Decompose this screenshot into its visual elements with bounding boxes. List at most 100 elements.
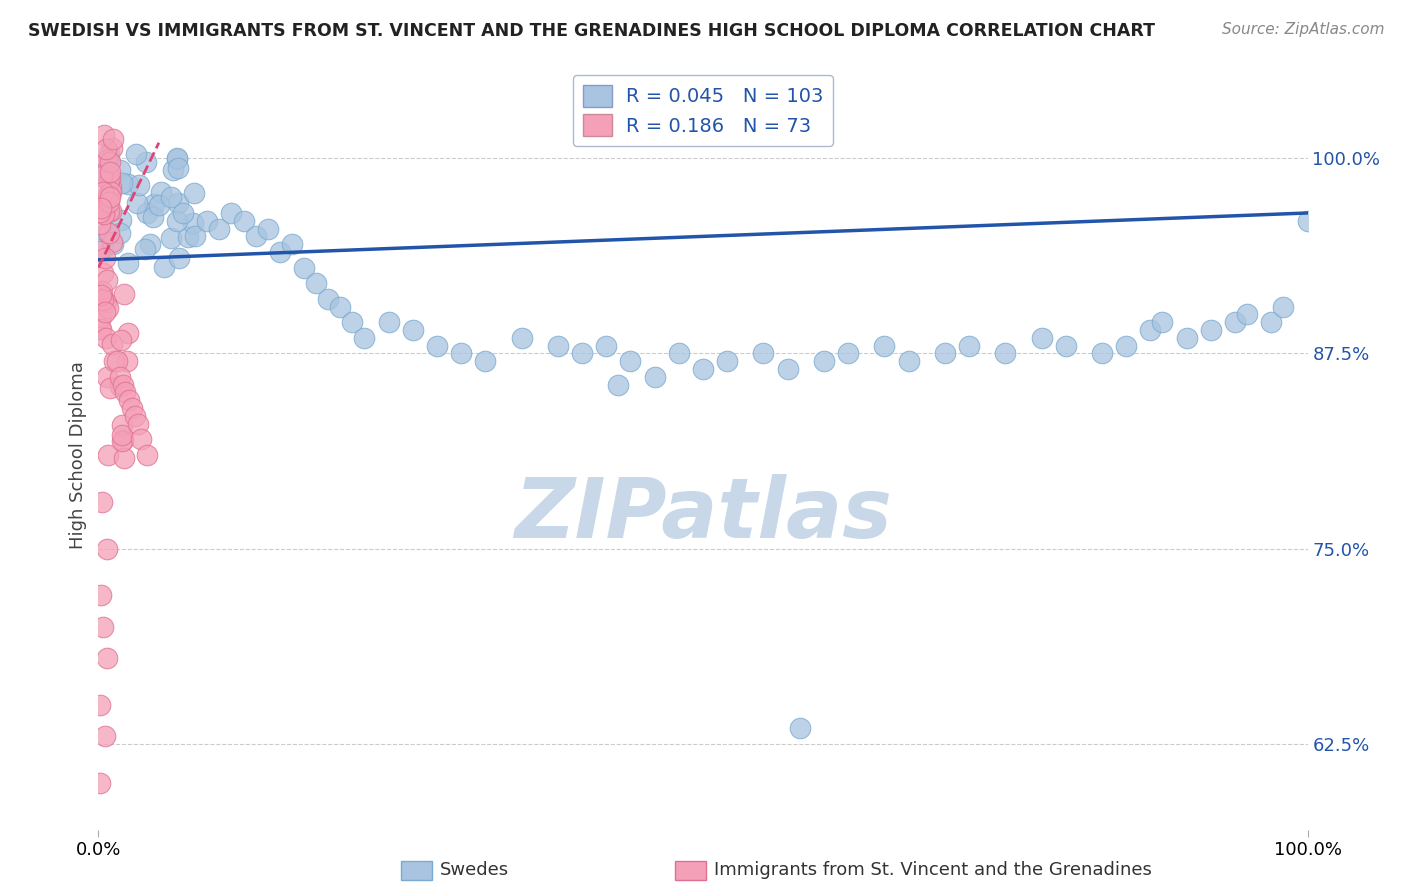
Point [98, 165, 121, 179]
Point [96, 541, 118, 556]
Point [91, 185, 114, 199]
Point [269, 245, 291, 260]
Point [121, 401, 143, 416]
Y-axis label: High School Diploma: High School Diploma [69, 361, 87, 549]
Point [1031, 331, 1053, 345]
Point [89, 776, 111, 790]
Point [1272, 300, 1295, 314]
Point [167, 252, 190, 266]
Point [135, 206, 157, 220]
Point [117, 326, 139, 340]
Point [96, 194, 118, 209]
Point [118, 393, 141, 408]
Point [195, 214, 218, 228]
Point [142, 197, 165, 211]
Point [142, 210, 165, 224]
Point [89, 167, 111, 181]
Point [1296, 214, 1319, 228]
Point [96, 142, 118, 156]
Point [108, 227, 131, 241]
Point [91, 620, 114, 634]
Point [97, 203, 120, 218]
Point [97, 153, 120, 168]
Point [111, 434, 134, 448]
Point [1223, 315, 1246, 329]
Point [96, 225, 118, 239]
Point [134, 242, 156, 256]
Point [108, 162, 131, 177]
Point [281, 237, 304, 252]
Point [305, 276, 328, 290]
Point [837, 346, 859, 360]
Point [97, 188, 120, 202]
Point [245, 229, 267, 244]
Point [135, 448, 157, 462]
Point [994, 346, 1017, 360]
Point [93, 266, 115, 280]
Point [607, 377, 630, 392]
Point [108, 379, 131, 393]
Point [127, 417, 149, 431]
Point [162, 162, 184, 177]
Point [98, 189, 121, 203]
Point [129, 433, 152, 447]
Point [619, 354, 641, 368]
Point [208, 221, 231, 235]
Point [127, 196, 149, 211]
Text: Immigrants from St. Vincent and the Grenadines: Immigrants from St. Vincent and the Gren… [714, 861, 1152, 879]
Point [103, 354, 125, 368]
Point [90, 201, 112, 215]
Point [184, 229, 207, 244]
Point [124, 409, 146, 423]
Point [97, 146, 120, 161]
Point [117, 177, 139, 191]
Point [510, 331, 533, 345]
Point [873, 338, 896, 352]
Point [100, 204, 122, 219]
Point [89, 288, 111, 302]
Point [94, 252, 117, 266]
Point [89, 218, 111, 232]
Point [221, 206, 243, 220]
Point [128, 178, 150, 192]
Point [110, 212, 132, 227]
Point [98, 381, 121, 395]
Point [90, 494, 112, 508]
Point [97, 174, 120, 188]
Point [96, 273, 118, 287]
Point [426, 338, 449, 352]
Point [90, 589, 112, 603]
Point [89, 205, 111, 219]
Point [90, 310, 112, 324]
Point [111, 433, 134, 447]
Point [108, 369, 131, 384]
Point [112, 287, 135, 301]
Point [91, 241, 114, 255]
Legend: R = 0.045   N = 103, R = 0.186   N = 73: R = 0.045 N = 103, R = 0.186 N = 73 [574, 75, 832, 146]
Point [1175, 331, 1198, 345]
Point [353, 331, 375, 345]
Point [98, 194, 121, 209]
Point [153, 260, 176, 274]
Point [292, 260, 315, 275]
Point [90, 322, 112, 336]
Point [96, 153, 118, 168]
Point [160, 231, 183, 245]
Point [1054, 338, 1077, 352]
Point [105, 354, 128, 368]
Point [112, 451, 135, 466]
Point [595, 338, 617, 352]
Point [101, 141, 124, 155]
Point [957, 338, 980, 352]
Point [177, 229, 200, 244]
Point [94, 331, 117, 345]
Point [752, 346, 775, 360]
Point [377, 315, 399, 329]
Point [93, 128, 115, 142]
Point [103, 236, 125, 251]
Text: Swedes: Swedes [440, 861, 509, 879]
Point [329, 300, 352, 314]
Point [101, 131, 124, 145]
Point [96, 651, 118, 665]
Point [93, 199, 115, 213]
